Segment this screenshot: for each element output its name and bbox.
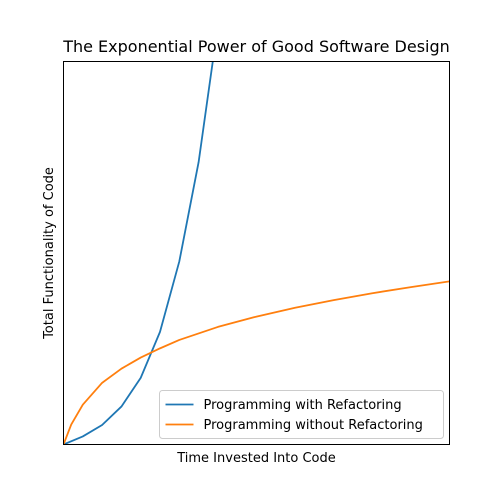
legend-label-1: Programming with Refactoring bbox=[204, 398, 402, 413]
legend-box bbox=[159, 390, 444, 439]
x-axis-label: Time Invested Into Code bbox=[176, 451, 336, 466]
series-line-2 bbox=[63, 280, 450, 445]
plot-frame bbox=[63, 61, 450, 445]
legend: Programming with Refactoring Programming … bbox=[159, 390, 444, 439]
series-line-1 bbox=[63, 61, 226, 445]
chart-title: The Exponential Power of Good Software D… bbox=[62, 37, 450, 56]
series-layer bbox=[63, 61, 450, 445]
y-axis-label: Total Functionality of Code bbox=[42, 167, 57, 340]
legend-label-2: Programming without Refactoring bbox=[204, 418, 423, 433]
